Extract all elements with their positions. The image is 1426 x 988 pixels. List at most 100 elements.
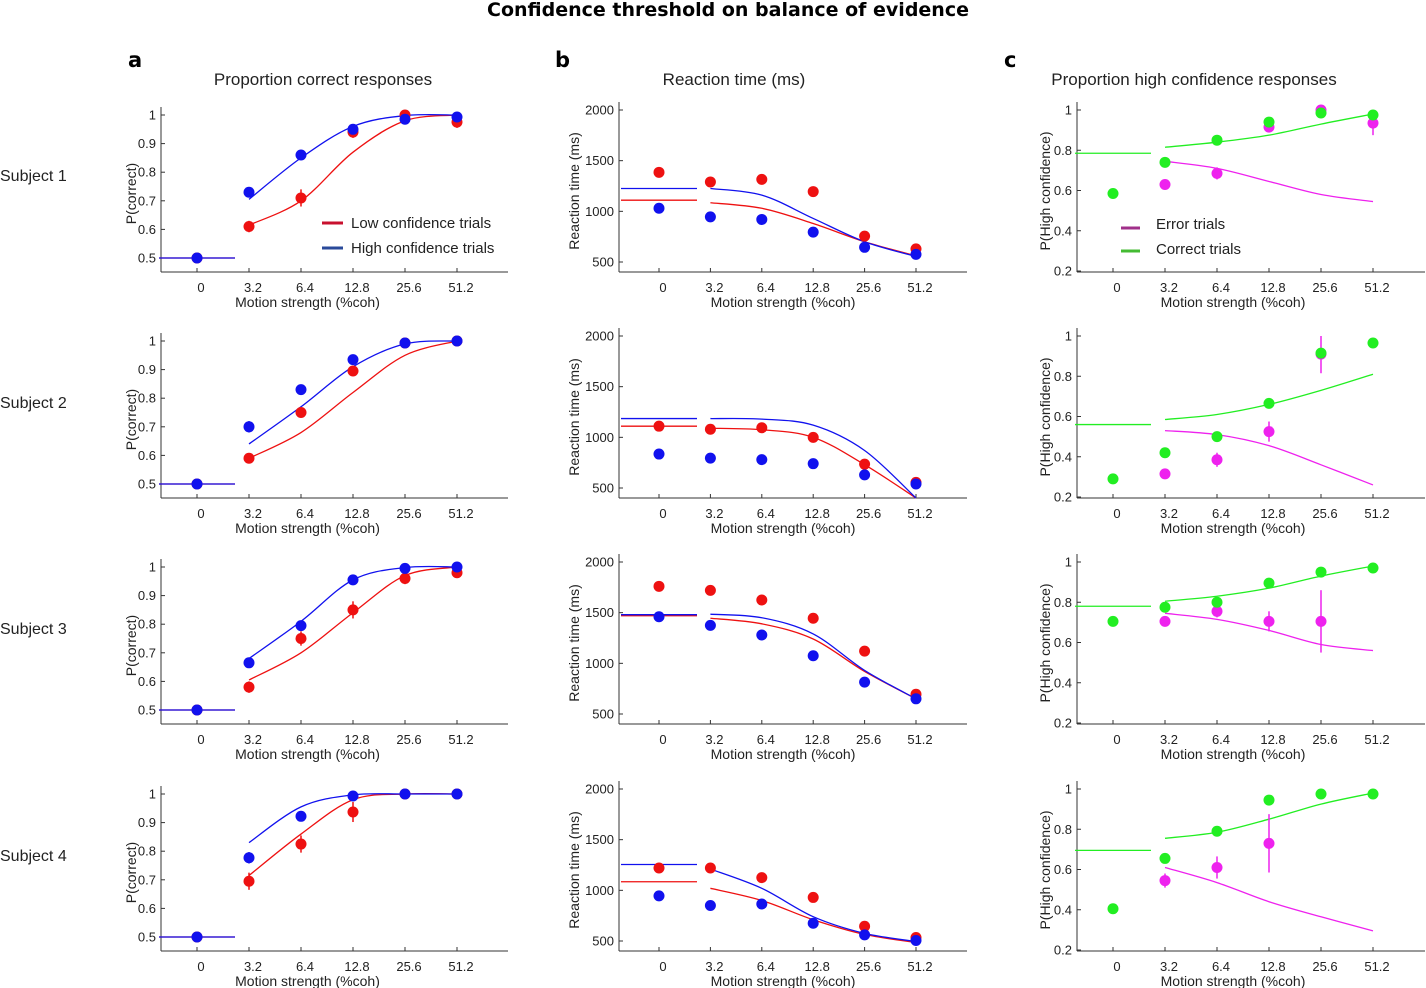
x-tick-label: 12.8 [805,959,830,974]
x-tick-label: 3.2 [705,280,723,295]
low-confidence-point [295,838,307,850]
x-tick-label: 0 [197,506,204,521]
low-confidence-point [756,872,768,884]
correct-trials-point [1367,337,1379,349]
x-tick-label: 25.6 [1312,506,1337,521]
correct-trials-point [1315,788,1327,800]
low-confidence-point [859,458,871,470]
y-axis-label: P(High confidence) [1037,357,1053,476]
low-confidence-point [859,230,871,242]
y-tick-label: 0.5 [138,703,156,718]
correct-trials-point [1263,397,1275,409]
subject-label-1: Subject 1 [0,168,67,185]
x-tick-label: 0 [659,959,666,974]
x-axis-label: Motion strength (%coh) [1161,520,1306,536]
high-confidence-point [243,657,255,669]
x-tick-label: 12.8 [805,732,830,747]
y-tick-label: 0.6 [1054,862,1072,877]
x-tick-label: 51.2 [448,280,473,295]
panel-b-subject-1: 500 1000 1500 2000 0 3.2 6.4 12.8 25.6 51.2 Motion… [566,102,967,310]
x-tick-label: 3.2 [705,959,723,974]
high-confidence-point [653,611,665,623]
low-confidence-point [347,806,359,818]
error-trials-point [1159,468,1171,480]
x-tick-label: 12.8 [344,959,369,974]
y-tick-label: 2000 [585,103,614,118]
x-tick-label: 3.2 [705,506,723,521]
low-confidence-point [653,420,665,432]
y-tick-label: 1000 [585,430,614,445]
y-tick-label: 0.4 [1054,902,1072,917]
legend-label-correct-trials: Correct trials [1156,241,1241,258]
y-tick-label: 1000 [585,656,614,671]
low-confidence-point [295,192,307,204]
x-axis-label: Motion strength (%coh) [1161,294,1306,310]
y-tick-label: 500 [592,481,614,496]
y-tick-label: 0.7 [138,419,156,434]
y-tick-label: 0.6 [1054,409,1072,424]
correct-trials-point [1263,794,1275,806]
high-confidence-point [191,478,203,490]
low-confidence-point [243,681,255,693]
x-axis-label: Motion strength (%coh) [711,520,856,536]
high-confidence-point [807,458,819,470]
x-tick-label: 3.2 [1160,732,1178,747]
correct-trials-point [1159,601,1171,613]
high-confidence-point [347,574,359,586]
x-tick-label: 51.2 [448,959,473,974]
x-tick-label: 0 [659,280,666,295]
high-confidence-point [399,337,411,349]
column-title-b: Reaction time (ms) [663,70,806,89]
x-tick-label: 3.2 [1160,280,1178,295]
high-confidence-point [704,619,716,631]
x-tick-label: 6.4 [1212,506,1230,521]
panel-b-subject-4: 500 1000 1500 2000 0 3.2 6.4 12.8 25.6 51.2 Motion… [566,781,967,988]
low-confidence-point [807,612,819,624]
high-confidence-point [704,211,716,223]
panel-b-subject-2: 500 1000 1500 2000 0 3.2 6.4 12.8 25.6 51.2 Motion… [566,328,967,536]
error-trials-fit-curve [1164,160,1374,203]
low-confidence-point [756,173,768,185]
high-confidence-point [859,469,871,481]
y-axis-label: P(correct) [123,842,139,903]
high-confidence-point [756,629,768,641]
x-tick-label: 6.4 [296,959,314,974]
y-tick-label: 0.5 [138,251,156,266]
low-confidence-point [295,407,307,418]
panel-letter-b: b [555,48,570,72]
x-tick-label: 3.2 [1160,959,1178,974]
panel-letter-c: c [1004,48,1016,72]
high-confidence-point [295,620,307,632]
y-tick-label: 1 [149,334,156,349]
x-tick-label: 0 [1113,506,1120,521]
y-tick-label: 2000 [585,782,614,797]
low-confidence-point [653,862,665,874]
high-confidence-point [653,202,665,214]
subject-label-3: Subject 3 [0,621,67,638]
x-tick-label: 6.4 [296,280,314,295]
correct-trials-point [1263,577,1275,589]
y-tick-label: 0.8 [138,617,156,632]
x-tick-label: 0 [1113,280,1120,295]
y-tick-label: 0.5 [138,930,156,945]
correct-trials-point [1367,788,1379,800]
y-tick-label: 1500 [585,605,614,620]
x-tick-label: 25.6 [396,280,421,295]
high-confidence-point [347,790,359,802]
y-tick-label: 1500 [585,153,614,168]
high-confidence-point [347,123,359,135]
x-tick-label: 25.6 [1312,732,1337,747]
correct-trials-point [1367,562,1379,574]
high-confidence-fit-curve [710,868,917,943]
x-tick-label: 12.8 [344,732,369,747]
x-tick-label: 6.4 [757,959,775,974]
correct-trials-point [1107,615,1119,627]
y-tick-label: 0.9 [138,362,156,377]
high-confidence-point [191,931,203,943]
x-tick-label: 3.2 [1160,506,1178,521]
panel-a-subject-2: 0.5 0.6 0.7 0.8 0.9 1 0 3.2 6.4 12.8 25.6 51.2 Motio… [123,333,508,536]
correct-trials-point [1211,825,1223,837]
high-confidence-point [399,788,411,800]
x-tick-label: 25.6 [856,732,881,747]
subject-label-2: Subject 2 [0,395,67,412]
